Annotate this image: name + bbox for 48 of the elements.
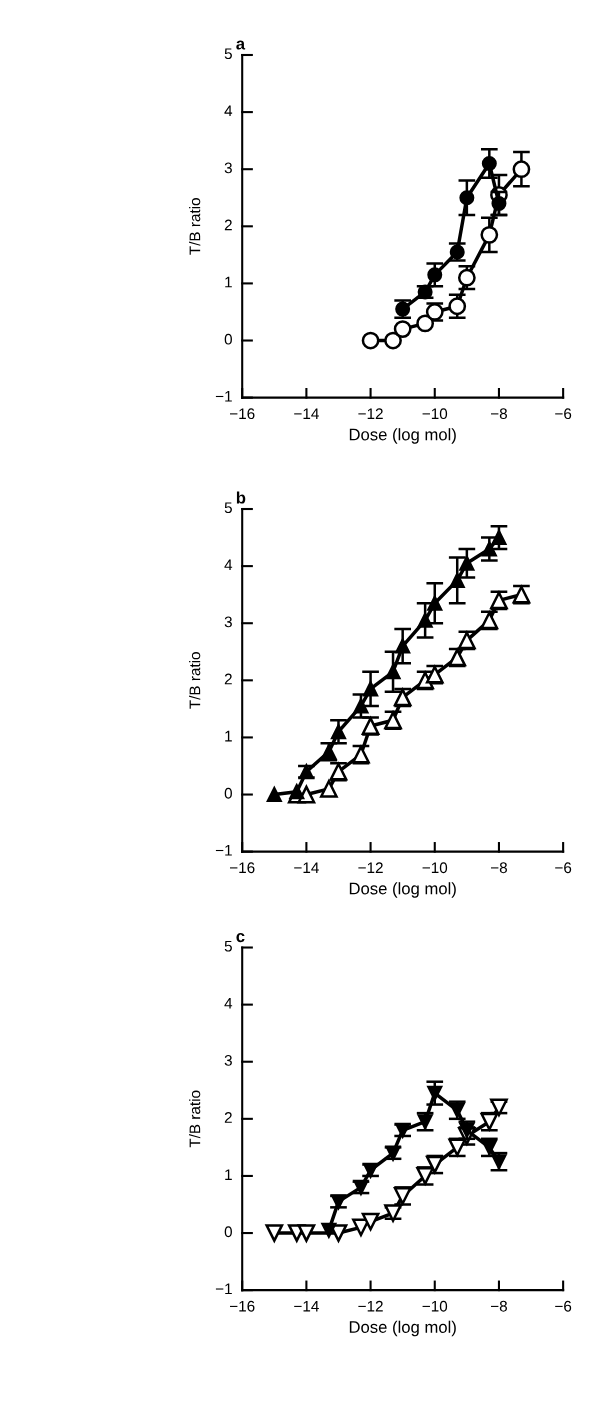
y-tick-label: 2 xyxy=(224,673,232,685)
x-axis-title: Dose (log mol) xyxy=(349,428,456,444)
y-tick-label: 0 xyxy=(224,1226,232,1238)
y-tick-label: 0 xyxy=(224,333,232,345)
y-tick-label: 3 xyxy=(224,616,232,628)
y-axis-title: T/B ratio xyxy=(189,1090,201,1148)
y-tick-label: −1 xyxy=(215,845,232,856)
y-tick-label: −1 xyxy=(215,391,232,402)
x-tick-label: −10 xyxy=(422,1300,448,1312)
chart-title: c xyxy=(236,933,245,943)
y-tick-label: 5 xyxy=(224,940,232,952)
x-tick-label: −16 xyxy=(230,1300,255,1312)
y-tick-label: 3 xyxy=(224,162,232,174)
x-tick-label: −14 xyxy=(294,862,319,873)
x-axis-title: Dose (log mol) xyxy=(349,882,456,898)
x-tick-label: −8 xyxy=(491,408,507,420)
y-axis-title: T/B ratio xyxy=(189,652,201,709)
y-tick-label: 1 xyxy=(225,730,232,742)
y-tick-label: 4 xyxy=(224,998,233,1009)
x-tick-label: −14 xyxy=(294,408,319,419)
y-tick-label: 2 xyxy=(224,1112,232,1123)
chart-title: b xyxy=(236,491,246,504)
x-tick-label: −14 xyxy=(294,1300,319,1312)
y-tick-label: 2 xyxy=(224,219,232,231)
y-axis-title: T/B ratio xyxy=(189,198,201,255)
x-tick-label: −12 xyxy=(358,408,383,419)
x-tick-label: −16 xyxy=(230,408,255,420)
x-tick-label: −10 xyxy=(422,862,448,874)
chart-title: a xyxy=(236,40,246,50)
y-tick-label: −1 xyxy=(215,1283,232,1295)
x-axis-title: Dose (log mol) xyxy=(349,1320,456,1337)
y-tick-label: 5 xyxy=(224,502,232,514)
y-tick-label: 1 xyxy=(225,1169,232,1180)
x-tick-label: −8 xyxy=(491,862,507,874)
y-tick-label: 1 xyxy=(225,276,232,288)
x-tick-label: −10 xyxy=(422,408,448,420)
y-tick-label: 4 xyxy=(224,559,233,571)
x-tick-label: −8 xyxy=(491,1300,507,1312)
x-tick-label: −6 xyxy=(555,408,572,420)
y-tick-label: 0 xyxy=(224,787,232,799)
y-tick-label: 3 xyxy=(224,1055,232,1066)
y-tick-label: 5 xyxy=(224,48,232,60)
y-tick-label: 4 xyxy=(224,105,233,117)
x-tick-label: −6 xyxy=(555,862,572,874)
x-tick-label: −12 xyxy=(358,1300,383,1312)
x-tick-label: −16 xyxy=(230,862,255,874)
x-tick-label: −6 xyxy=(555,1300,572,1312)
x-tick-label: −12 xyxy=(358,862,383,873)
